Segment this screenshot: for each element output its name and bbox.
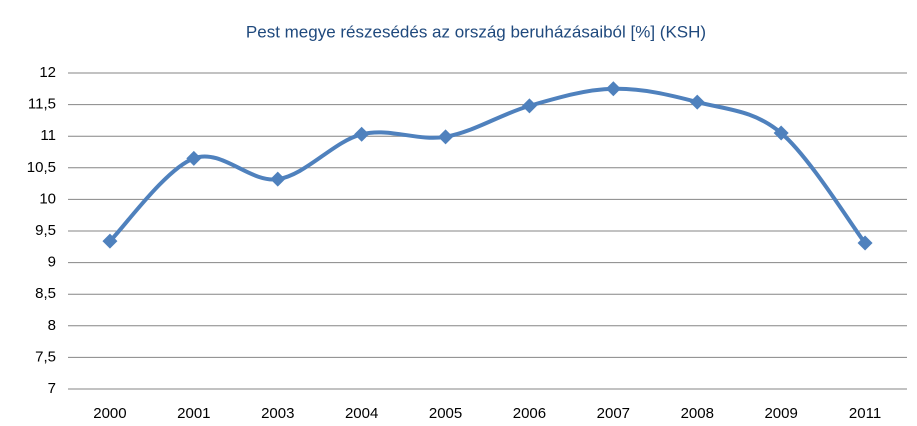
x-tick-label: 2001 [177, 405, 210, 422]
chart-title: Pest megye részesédés az ország beruházá… [246, 22, 706, 41]
y-tick-label: 7,5 [35, 348, 56, 365]
y-tick-label: 8 [48, 317, 56, 334]
y-tick-label: 10 [39, 190, 56, 207]
line [107, 86, 868, 246]
y-tick-label: 9,5 [35, 222, 56, 239]
marker [270, 171, 286, 187]
y-tick-label: 12 [39, 64, 56, 81]
marker [438, 129, 454, 145]
x-tick-label: 2007 [597, 405, 630, 422]
marker [102, 233, 118, 249]
x-tick-label: 2005 [429, 405, 462, 422]
marker [857, 235, 873, 251]
y-tick-label: 8,5 [35, 285, 56, 302]
x-tick-label: 2004 [345, 405, 378, 422]
x-tick-label: 2006 [513, 405, 546, 422]
x-tick-label: 2009 [764, 405, 797, 422]
marker [521, 98, 537, 114]
marker [689, 94, 705, 110]
x-tick-label: 2003 [261, 405, 294, 422]
marker [186, 150, 202, 166]
y-tick-label: 7 [48, 380, 56, 397]
marker [773, 125, 789, 141]
marker [354, 126, 370, 142]
y-tick-label: 9 [48, 254, 56, 271]
x-tick-label: 2011 [849, 405, 881, 422]
y-tick-label: 11,5 [28, 96, 56, 113]
marker [605, 81, 621, 97]
x-tick-label: 2000 [93, 405, 126, 422]
x-tick-label: 2008 [681, 405, 714, 422]
y-tick-label: 10,5 [27, 159, 56, 176]
y-tick-label: 11 [40, 127, 56, 144]
